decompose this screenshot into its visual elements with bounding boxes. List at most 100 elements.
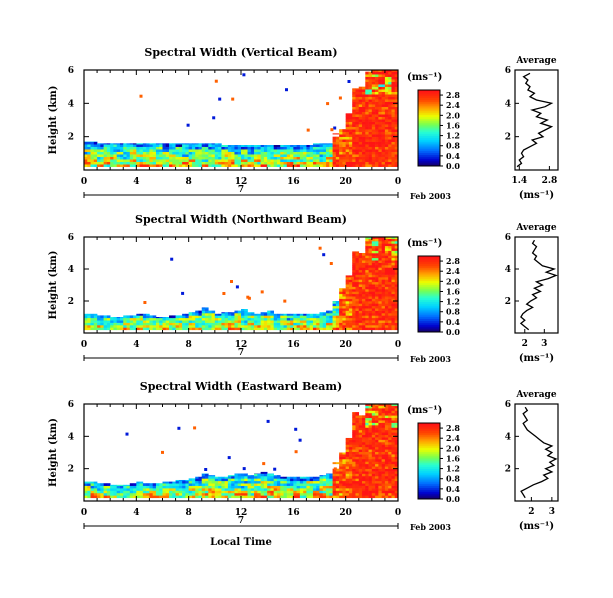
heatmap-cell bbox=[214, 146, 219, 150]
heatmap-cell bbox=[116, 484, 121, 486]
heatmap-cell bbox=[394, 429, 399, 433]
heatmap-cell bbox=[205, 308, 209, 311]
heatmap-cell bbox=[286, 478, 291, 482]
heatmap-cell bbox=[296, 164, 301, 167]
heatmap-cell bbox=[201, 144, 206, 147]
x-tick-label: 4 bbox=[133, 508, 139, 518]
heatmap-cell bbox=[384, 129, 389, 132]
heatmap-cell bbox=[143, 301, 147, 304]
heatmap-cell bbox=[358, 136, 363, 140]
heatmap-cell bbox=[306, 156, 310, 160]
heatmap-cell bbox=[159, 154, 163, 157]
heatmap-cell bbox=[231, 97, 235, 101]
heatmap-cell bbox=[326, 478, 330, 482]
x-tick-label: 4 bbox=[133, 177, 139, 187]
colorbar-band bbox=[418, 303, 440, 306]
colorbar-band bbox=[418, 424, 440, 428]
heatmap-cell bbox=[348, 151, 353, 155]
heatmap-cell bbox=[312, 159, 317, 162]
heatmap-cell bbox=[142, 313, 147, 316]
heatmap-cell bbox=[375, 248, 379, 251]
heatmap-cell bbox=[267, 156, 271, 160]
heatmap-cell bbox=[270, 475, 275, 479]
heatmap-cell bbox=[195, 315, 199, 319]
heatmap-cell bbox=[381, 248, 386, 251]
heatmap-cell bbox=[267, 317, 271, 321]
heatmap-cell bbox=[299, 154, 304, 157]
colorbar-band bbox=[418, 141, 440, 144]
heatmap-cell bbox=[270, 488, 275, 491]
heatmap-cell bbox=[388, 106, 392, 110]
heatmap-cell bbox=[244, 145, 248, 147]
heatmap-cell bbox=[178, 315, 183, 319]
heatmap-cell bbox=[352, 159, 356, 162]
heatmap-cell bbox=[388, 76, 392, 80]
heatmap-cell bbox=[90, 315, 95, 319]
heatmap-cell bbox=[348, 317, 353, 321]
heatmap-cell bbox=[352, 417, 356, 421]
heatmap-cell bbox=[352, 144, 356, 147]
heatmap-cell bbox=[384, 253, 389, 256]
colorbar-band bbox=[418, 107, 440, 110]
heatmap-cell bbox=[211, 475, 216, 479]
heatmap-cell bbox=[280, 315, 284, 319]
heatmap-cell bbox=[381, 458, 386, 462]
heatmap-cell bbox=[348, 439, 353, 443]
profile-y-tick-label: 4 bbox=[505, 432, 511, 442]
heatmap-cell bbox=[381, 441, 386, 445]
heatmap-cell bbox=[260, 161, 265, 165]
heatmap-cell bbox=[391, 91, 396, 95]
heatmap-cell bbox=[188, 317, 193, 321]
heatmap-cell bbox=[201, 307, 206, 309]
heatmap-cell bbox=[188, 159, 193, 162]
heatmap-cell bbox=[381, 490, 386, 494]
heatmap-cell bbox=[394, 109, 399, 112]
heatmap-cell bbox=[371, 441, 376, 445]
heatmap-cell bbox=[126, 156, 131, 160]
heatmap-cell bbox=[378, 164, 382, 167]
heatmap-cell bbox=[391, 86, 396, 90]
heatmap-cell bbox=[100, 149, 104, 152]
heatmap-cell bbox=[175, 488, 180, 491]
heatmap-cell bbox=[335, 161, 340, 165]
heatmap-cell bbox=[234, 480, 239, 484]
heatmap-cell bbox=[227, 485, 232, 489]
heatmap-cell bbox=[139, 495, 144, 499]
heatmap-cell bbox=[270, 483, 275, 486]
heatmap-cell bbox=[348, 461, 353, 465]
heatmap-cell bbox=[388, 262, 392, 266]
heatmap-cell bbox=[283, 299, 287, 303]
heatmap-cell bbox=[394, 310, 399, 314]
heatmap-cell bbox=[368, 96, 373, 100]
heatmap-cell bbox=[273, 325, 278, 328]
x-tick-label: 8 bbox=[186, 340, 192, 350]
heatmap-cell bbox=[322, 161, 327, 165]
heatmap-cell bbox=[355, 317, 360, 321]
heatmap-cell bbox=[162, 164, 167, 167]
heatmap-cell bbox=[221, 315, 225, 319]
heatmap-cell bbox=[342, 136, 346, 140]
heatmap-cell bbox=[375, 141, 379, 145]
heatmap-cell bbox=[362, 432, 366, 436]
heatmap-cell bbox=[378, 305, 382, 309]
heatmap-cell bbox=[276, 320, 281, 323]
heatmap-cell bbox=[342, 288, 346, 290]
heatmap-cell bbox=[339, 291, 343, 295]
profile-title: Average bbox=[515, 223, 556, 233]
heatmap-cell bbox=[345, 441, 350, 445]
heatmap-cell bbox=[106, 320, 111, 323]
heatmap-cell bbox=[358, 495, 363, 499]
heatmap-cell bbox=[355, 432, 360, 436]
colorbar-band bbox=[418, 124, 440, 127]
heatmap-cell bbox=[384, 449, 389, 452]
heatmap-cell bbox=[133, 161, 137, 165]
heatmap-cell bbox=[394, 485, 399, 489]
heatmap-cell bbox=[283, 156, 288, 160]
heatmap-cell bbox=[365, 466, 369, 469]
heatmap-cell bbox=[348, 488, 353, 491]
heatmap-cell bbox=[316, 480, 320, 484]
colorbar-band bbox=[418, 145, 440, 148]
heatmap-cell bbox=[247, 480, 252, 484]
heatmap-cell bbox=[371, 488, 376, 491]
heatmap-cell bbox=[388, 104, 392, 107]
